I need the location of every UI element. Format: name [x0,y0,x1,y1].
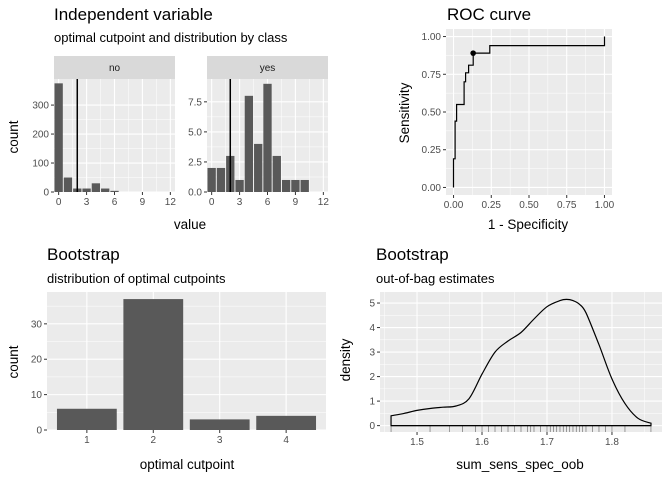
roc-curve-line [452,36,606,188]
histogram-bar [235,179,244,192]
histogram-bar [244,95,254,192]
density-y-tick-label: 3 [369,348,375,359]
panel-roc-curve: ROC curve 0.00 0.25 0.50 0.75 1.000.000.250.… [397,5,615,232]
histogram-bar [254,143,263,192]
panel-c-subtitle: distribution of optimal cutpoints [47,271,226,286]
facet-strip-label: yes [260,63,276,74]
density-y-tick-label: 1 [369,397,375,408]
panel-a-x-tick-label: 9 [140,197,146,208]
histogram-bar [207,167,216,192]
density-x-tick-label: 1.7 [540,437,554,448]
roc-y-tick-label: 1.00 [422,32,442,43]
panel-b-title: ROC curve [447,5,531,24]
bootstrap-bar-panel [47,292,326,430]
roc-x-tick-label: 0.50 [519,200,539,211]
panel-a-y-tick-label: 0 [43,188,49,199]
density-y-tick-label: 5 [369,299,375,310]
density-x-tick-label: 1.5 [410,437,424,448]
histogram-bar [54,83,63,192]
panel-a-y-tick-label: 5.0 [188,127,202,138]
cutpoint-count-bar [256,415,317,430]
histogram-bar [300,179,309,192]
panel-a-y-tick-label: 0.0 [188,188,202,199]
panel-a-x-tick-label: 12 [165,197,177,208]
density-panel [380,292,662,432]
roc-x-tick-label: 0.25 [482,200,502,211]
panel-a-y-tick-label: 7.5 [188,97,202,108]
panel-a-y-tick-label: 100 [32,159,49,170]
cutpoint-count-bar [56,408,117,430]
bootstrap-y-tick-label: 30 [31,319,43,330]
panel-a-ylabel: count [6,120,21,153]
panel-b-plot: 0.00 0.25 0.50 0.75 1.00 0.00 0.25 0.50 0.75 1.00 [422,29,615,211]
panel-a-y-tick-label: 200 [32,130,49,141]
roc-y-tick-label: 0.50 [422,108,442,119]
panel-a-x-tick-label: 12 [318,197,330,208]
histogram-bar [272,155,281,192]
histogram-bar [263,83,272,192]
bootstrap-y-tick-label: 10 [31,390,43,401]
panel-b-xlabel: 1 - Specificity [488,217,569,232]
panel-c-ylabel: count [6,345,21,378]
density-y-tick-label: 4 [369,323,375,334]
panel-d-ylabel: density [338,338,353,381]
panel-d-plot: 1.5 1.6 1.7 1.8 0 1 2 3 4 5 [369,292,662,448]
roc-x-tick-label: 0.00 [444,200,464,211]
bootstrap-y-tick-label: 20 [31,355,43,366]
panel-d-subtitle: out-of-bag estimates [376,271,495,286]
histogram-bar [63,177,73,192]
histogram-bar [91,183,101,192]
bootstrap-x-tick-label: 3 [217,435,223,446]
panel-a-x-tick-label: 9 [293,197,299,208]
bootstrap-x-tick-label: 1 [84,435,90,446]
histogram-bar [291,179,300,192]
facet-strip-label: no [109,63,121,74]
histogram-bar [101,188,110,192]
panel-a-y-tick-label: 2.5 [188,157,202,168]
roc-y-tick-label: 0.75 [422,70,442,81]
panel-independent-variable: Independent variable optimal cutpoint an… [6,5,329,232]
panel-d-xlabel: sum_sens_spec_oob [456,457,584,472]
panel-a-subtitle: optimal cutpoint and distribution by cla… [54,30,288,45]
density-x-tick-label: 1.8 [605,437,619,448]
panel-a-title: Independent variable [54,5,213,24]
roc-y-tick-label: 0.00 [422,183,442,194]
panel-a-x-tick-label: 3 [84,197,90,208]
roc-y-tick-label: 0.25 [422,145,442,156]
panel-a-x-tick-label: 0 [209,197,215,208]
facet-strip [207,56,328,79]
bootstrap-x-tick-label: 2 [151,435,157,446]
panel-a-xlabel: value [174,217,206,232]
density-y-tick-label: 2 [369,372,375,383]
roc-x-tick-label: 0.75 [557,200,577,211]
bootstrap-y-tick-label: 0 [36,426,42,437]
cutpoint-count-bar [123,299,184,430]
density-y-tick-label: 0 [369,421,375,432]
bootstrap-x-tick-label: 4 [283,435,289,446]
roc-x-tick-label: 1.00 [595,200,615,211]
panel-a-x-tick-label: 6 [265,197,271,208]
panel-c-plot: 1 2 3 4 0 10 20 30 [31,292,326,446]
panel-c-title: Bootstrap [47,245,120,264]
panel-a-x-tick-label: 0 [56,197,62,208]
panel-a-x-tick-label: 3 [237,197,243,208]
panel-a-y-tick-label: 300 [32,101,49,112]
panel-bootstrap-oob: Bootstrap out-of-bag estimates 1.5 1.6 1.7… [338,245,662,472]
optimal-cutpoint-point [470,50,476,56]
cutpoint-count-bar [189,419,250,430]
histogram-bar [281,179,291,192]
panel-b-ylabel: Sensitivity [397,82,412,143]
panel-a-x-tick-label: 6 [112,197,118,208]
panel-bootstrap-cutpoints: Bootstrap distribution of optimal cutpoi… [6,245,326,472]
histogram-bar [216,167,226,192]
panel-d-title: Bootstrap [376,245,449,264]
facet-strip [54,56,175,79]
panel-c-xlabel: optimal cutpoint [140,457,235,472]
histogram-bar [82,188,91,192]
panel-a-plot: no 0 3 6 9 12 0 100 200 300 yes 0 3 6 9 12 0.0 2.5 5.0 7.5 [32,56,329,208]
histogram-bar [110,190,119,192]
density-x-tick-label: 1.6 [475,437,489,448]
density-curve [390,298,652,427]
